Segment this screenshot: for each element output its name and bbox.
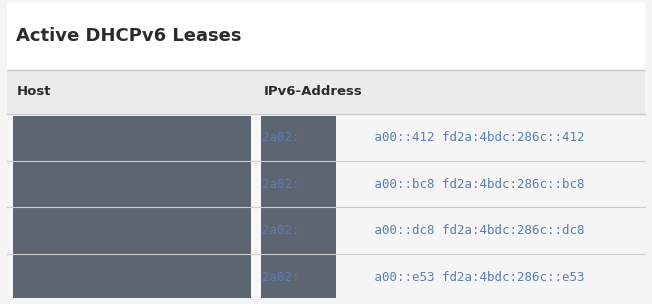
Text: Host: Host bbox=[16, 85, 51, 98]
FancyBboxPatch shape bbox=[7, 70, 645, 114]
Text: 2a02:          a00::dc8 fd2a:4bdc:286c::dc8: 2a02: a00::dc8 fd2a:4bdc:286c::dc8 bbox=[262, 224, 585, 237]
Text: 2a02:          a00::e53 fd2a:4bdc:286c::e53: 2a02: a00::e53 fd2a:4bdc:286c::e53 bbox=[262, 271, 585, 284]
Text: 2a02:          a00::412 fd2a:4bdc:286c::412: 2a02: a00::412 fd2a:4bdc:286c::412 bbox=[262, 131, 585, 144]
FancyBboxPatch shape bbox=[261, 116, 336, 298]
FancyBboxPatch shape bbox=[7, 3, 645, 70]
Text: IPv6-Address: IPv6-Address bbox=[264, 85, 363, 98]
Text: Active DHCPv6 Leases: Active DHCPv6 Leases bbox=[16, 27, 242, 46]
Text: 2a02:          a00::bc8 fd2a:4bdc:286c::bc8: 2a02: a00::bc8 fd2a:4bdc:286c::bc8 bbox=[262, 178, 585, 191]
FancyBboxPatch shape bbox=[13, 116, 251, 298]
